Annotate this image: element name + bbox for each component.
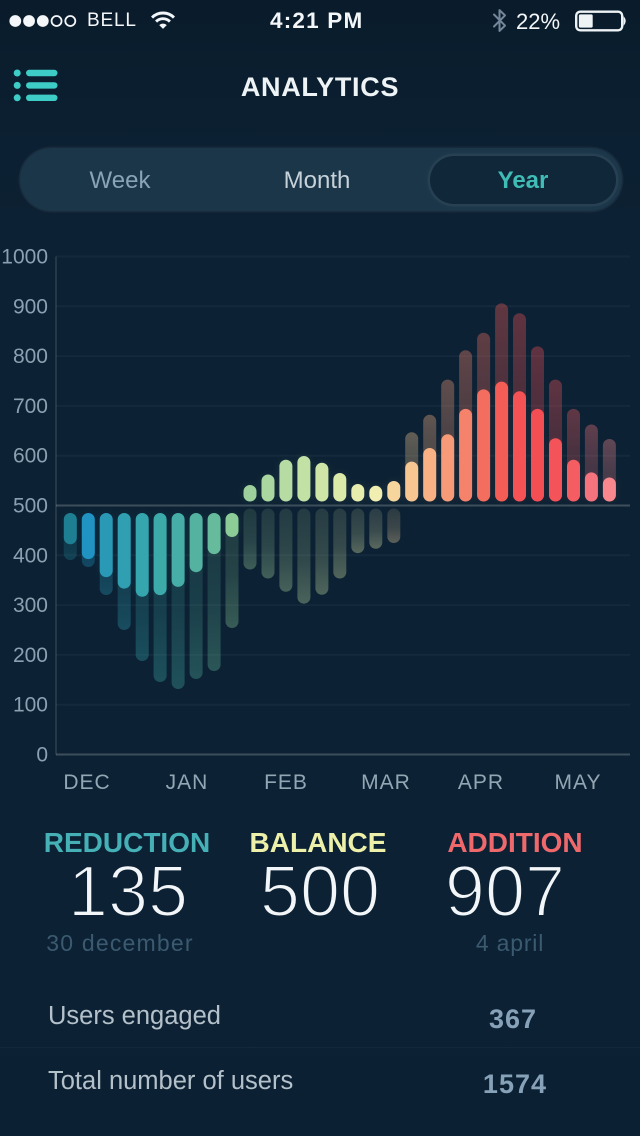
svg-text:500: 500 [13,495,48,518]
svg-text:300: 300 [13,594,48,617]
svg-text:900: 900 [13,295,48,318]
svg-text:800: 800 [13,345,48,368]
svg-text:MAR: MAR [361,771,411,794]
svg-text:700: 700 [13,395,48,418]
svg-text:0: 0 [36,744,48,767]
svg-text:JAN: JAN [166,771,209,794]
svg-text:1000: 1000 [1,246,48,269]
svg-text:100: 100 [13,694,48,717]
svg-text:400: 400 [13,544,48,567]
svg-text:DEC: DEC [63,771,110,794]
svg-text:600: 600 [13,445,48,468]
svg-text:MAY: MAY [555,771,602,794]
svg-text:FEB: FEB [264,771,308,794]
svg-text:200: 200 [13,644,48,667]
svg-text:APR: APR [458,771,504,794]
